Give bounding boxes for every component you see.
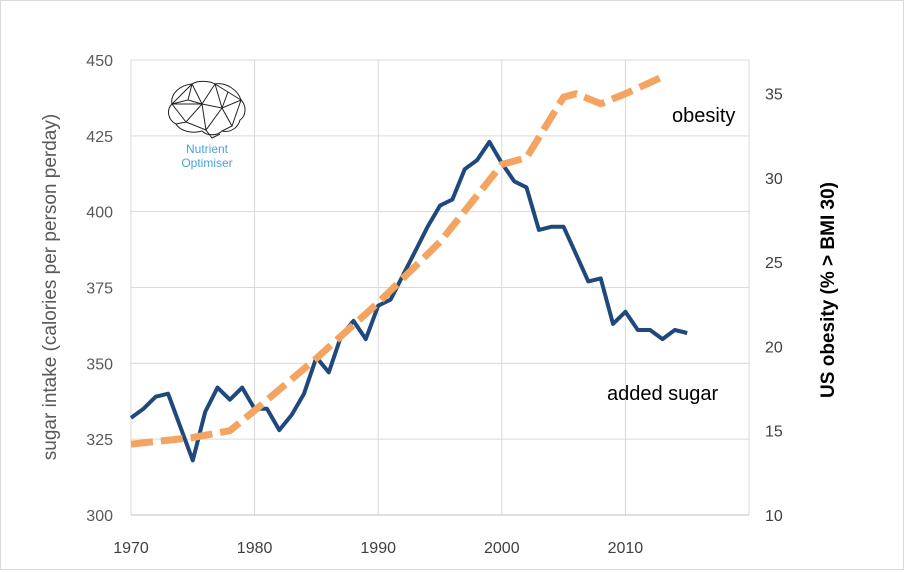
y-axis-right-label: US obesity (% > BMI 30) xyxy=(818,182,839,398)
y-tick-label: 450 xyxy=(86,53,113,70)
series-layer xyxy=(129,73,688,463)
grid xyxy=(130,59,750,516)
y2-tick-label: 20 xyxy=(765,339,783,356)
x-tick-label: 1970 xyxy=(113,540,149,557)
y-tick-label: 375 xyxy=(86,281,113,298)
logo-text-line1: Nutrient xyxy=(186,142,229,156)
y2-tick-label: 10 xyxy=(765,508,783,525)
y-tick-label: 300 xyxy=(86,508,113,525)
y-tick-label: 350 xyxy=(86,356,113,373)
x-tick-label: 1990 xyxy=(360,540,396,557)
y-tick-label: 425 xyxy=(86,129,113,146)
logo-text-line2: Optimiser xyxy=(181,156,232,170)
nutrient-optimiser-logo: Nutrient Optimiser xyxy=(168,80,246,170)
x-tick-label: 2010 xyxy=(608,540,644,557)
y2-tick-label: 35 xyxy=(765,87,783,104)
y2-tick-label: 25 xyxy=(765,255,783,272)
y2-tick-label: 15 xyxy=(765,424,783,441)
y2-tick-label: 30 xyxy=(765,171,783,188)
brain-icon xyxy=(168,80,246,139)
y-axis-left-label: sugar intake (calories per person perday… xyxy=(40,114,61,460)
x-tick-label: 2000 xyxy=(484,540,520,557)
series-obesity-line xyxy=(130,73,664,448)
added-sugar-annotation: added sugar xyxy=(607,383,719,405)
y-tick-label: 400 xyxy=(86,205,113,222)
y-tick-label: 325 xyxy=(86,432,113,449)
obesity-annotation: obesity xyxy=(672,105,735,127)
series-added-sugar-line xyxy=(129,139,688,463)
x-tick-label: 1980 xyxy=(237,540,273,557)
